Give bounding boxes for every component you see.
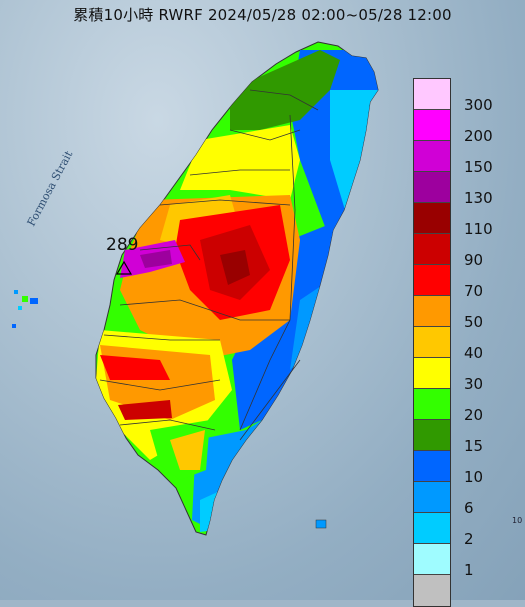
legend-label: 300 — [464, 96, 493, 114]
legend-swatch — [414, 327, 450, 358]
legend-label: 200 — [464, 127, 493, 145]
rain-zone-violet-core — [140, 250, 172, 268]
triangle-icon — [115, 260, 133, 275]
max-rainfall-label: 289 — [106, 235, 139, 255]
legend-swatch — [414, 358, 450, 389]
legend-swatch — [414, 141, 450, 172]
legend-label: 70 — [464, 282, 484, 300]
legend-swatch — [414, 110, 450, 141]
legend-label: 90 — [464, 251, 484, 269]
legend-swatch — [414, 79, 450, 110]
corner-mark: 10 — [512, 516, 523, 525]
rainfall-legend — [413, 78, 451, 607]
rain-zone-east-mid — [232, 220, 340, 430]
county-boundaries — [99, 89, 319, 441]
legend-label: 150 — [464, 158, 493, 176]
rain-zone-north — [230, 50, 340, 130]
legend-label: 15 — [464, 437, 484, 455]
legend-label: 6 — [464, 499, 474, 517]
legend-swatch — [414, 389, 450, 420]
legend-label: 40 — [464, 344, 484, 362]
penghu-islands — [12, 290, 38, 328]
rain-zone-amber-south — [170, 430, 205, 470]
legend-label: 30 — [464, 375, 484, 393]
legend-label: 50 — [464, 313, 484, 331]
legend-label: 130 — [464, 189, 493, 207]
legend-swatch — [414, 482, 450, 513]
legend-swatch — [414, 296, 450, 327]
map-title: 累積10小時 RWRF 2024/05/28 02:00~05/28 12:00 — [73, 6, 452, 24]
legend-swatch — [414, 513, 450, 544]
legend-swatch — [414, 234, 450, 265]
rain-zone-darkred-southwest — [118, 400, 172, 420]
rain-zone-red-southwest — [100, 355, 170, 380]
green-island — [315, 519, 327, 529]
legend-swatch — [414, 420, 450, 451]
legend-swatch — [414, 203, 450, 234]
legend-label: 110 — [464, 220, 493, 238]
legend-swatch — [414, 575, 450, 606]
legend-swatch — [414, 265, 450, 296]
rain-zone-yellow-north — [180, 125, 300, 200]
legend-swatch — [414, 544, 450, 575]
legend-label: 10 — [464, 468, 484, 486]
legend-label: 2 — [464, 530, 474, 548]
legend-label: 20 — [464, 406, 484, 424]
legend-label: 1 — [464, 561, 474, 579]
legend-swatch — [414, 451, 450, 482]
rain-zone-maroon-core — [220, 250, 250, 285]
legend-swatch — [414, 172, 450, 203]
